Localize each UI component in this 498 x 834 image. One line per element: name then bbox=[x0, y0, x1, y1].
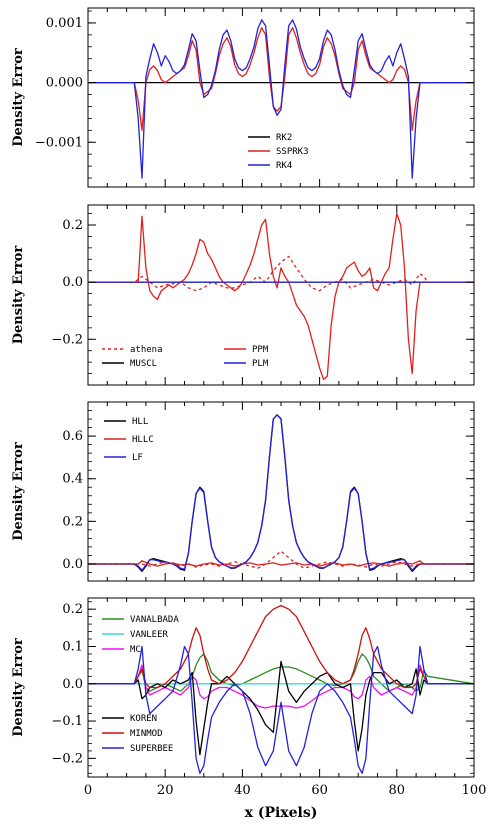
y-axis-label: Density Error bbox=[11, 638, 26, 737]
panel-second: −0.2 0.0 0.2 Density Error athena MUSCL PPM PLM bbox=[11, 204, 475, 386]
y-axis-label: Density Error bbox=[11, 246, 26, 345]
y-tick-label: −0.1 bbox=[51, 714, 83, 729]
y-tick-label: 0.2 bbox=[62, 602, 83, 617]
x-tick-label: 0 bbox=[84, 783, 92, 798]
y-tick-label: 0.0 bbox=[62, 275, 83, 290]
legend-label: HLLC bbox=[132, 435, 154, 445]
legend-label: RK2 bbox=[276, 133, 292, 143]
legend-label: athena bbox=[130, 345, 163, 355]
legend-label: MINMOD bbox=[130, 729, 163, 739]
x-tick-label: 80 bbox=[389, 783, 406, 798]
series-line-unlabeled-3 bbox=[88, 550, 474, 569]
y-tick-label: 0.000 bbox=[46, 76, 83, 91]
series-line-superbee bbox=[88, 645, 474, 774]
y-tick-label: 0.001 bbox=[46, 16, 83, 31]
y-axis-label: Density Error bbox=[11, 442, 26, 541]
legend-label: SUPERBEE bbox=[130, 744, 173, 754]
y-tick-label: 0.2 bbox=[62, 218, 83, 233]
y-tick-label: −0.001 bbox=[35, 135, 83, 150]
series-line-rk4 bbox=[88, 19, 474, 179]
series-line-minmod bbox=[88, 604, 474, 689]
panel-third: 0.0 0.2 0.4 0.6 Density Error HLL HLLC LF bbox=[11, 401, 475, 582]
legend-label: KOREN bbox=[130, 714, 157, 724]
y-tick-label: 0.6 bbox=[62, 429, 83, 444]
series-line-hllc bbox=[88, 560, 474, 567]
legend-label: PPM bbox=[252, 345, 269, 355]
panel-top: −0.001 0.000 0.001 Density Error RK2 SSPRK3 RK… bbox=[11, 7, 475, 188]
series-line-athena bbox=[88, 255, 474, 292]
legend-label: VANLEER bbox=[130, 630, 169, 640]
y-tick-label: 0.1 bbox=[62, 639, 83, 654]
y-tick-label: 0.2 bbox=[62, 514, 83, 529]
y-tick-label: 0.0 bbox=[62, 557, 83, 572]
axes-frame bbox=[87, 401, 475, 582]
series-group bbox=[88, 19, 474, 179]
x-axis-label: x (Pixels) bbox=[245, 805, 318, 821]
x-tick-label: 40 bbox=[234, 783, 251, 798]
series-group bbox=[88, 414, 474, 573]
y-axis-label: Density Error bbox=[11, 48, 26, 147]
y-tick-label: −0.2 bbox=[51, 332, 83, 347]
legend-label: SSPRK3 bbox=[276, 147, 309, 157]
legend-label: LF bbox=[132, 453, 143, 463]
legend-label: RK4 bbox=[276, 161, 292, 171]
legend-label: HLL bbox=[132, 417, 148, 427]
y-tick-label: 0.0 bbox=[62, 677, 83, 692]
axes-frame bbox=[87, 204, 475, 386]
x-tick-label: 60 bbox=[311, 783, 328, 798]
y-tick-label: −0.2 bbox=[51, 751, 83, 766]
series-line-lf bbox=[88, 414, 474, 571]
legend-label: MC bbox=[130, 645, 141, 655]
series-line-koren bbox=[88, 660, 474, 756]
legend-label: MUSCL bbox=[130, 359, 157, 369]
x-tick-label: 100 bbox=[462, 783, 487, 798]
series-group bbox=[88, 604, 474, 774]
legend-label: VANALBADA bbox=[130, 615, 179, 625]
panel-bottom: −0.2 −0.1 0.0 0.1 0.2 0 20 40 60 80 100 x (Pixels) D… bbox=[11, 597, 487, 821]
x-tick-label: 20 bbox=[157, 783, 174, 798]
series-group bbox=[88, 212, 474, 380]
y-tick-label: 0.4 bbox=[62, 472, 83, 487]
legend-label: PLM bbox=[252, 359, 269, 369]
